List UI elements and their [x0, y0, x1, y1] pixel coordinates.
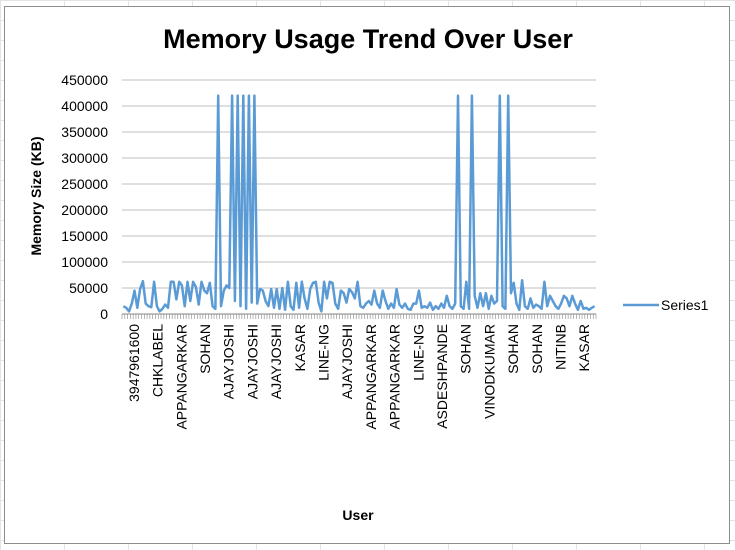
x-tick-label: NITINB	[552, 324, 568, 370]
x-tick-label: AJAYJOSHI	[244, 324, 260, 399]
x-tick-label: KASAR	[292, 324, 308, 371]
x-tick-label: ASDESHPANDE	[434, 324, 450, 429]
x-tick-label: AJAYJOSHI	[339, 324, 355, 399]
y-tick-label: 450000	[61, 72, 108, 88]
gridlines	[122, 79, 596, 315]
x-tick-label: APPANGARKAR	[363, 324, 379, 430]
chart-area[interactable]	[4, 6, 730, 544]
legend: Series1	[623, 297, 709, 313]
y-tick-label: 0	[100, 306, 108, 322]
x-tick-label: SOHAN	[197, 324, 213, 374]
chart-title: Memory Usage Trend Over User	[163, 24, 573, 54]
y-tick-label: 400000	[61, 98, 108, 114]
x-tick-label: APPANGARKAR	[387, 324, 403, 430]
y-tick-label: 100000	[61, 254, 108, 270]
x-tick-label: LINE-NG	[315, 324, 331, 381]
y-tick-label: 150000	[61, 228, 108, 244]
y-tick-label: 50000	[69, 280, 108, 296]
series-line-series1	[122, 94, 596, 313]
y-tick-label: 300000	[61, 150, 108, 166]
x-tick-label: 3947961600	[126, 324, 142, 402]
x-tick-label: SOHAN	[458, 324, 474, 374]
x-tick-label: AJAYJOSHI	[221, 324, 237, 399]
x-tick-label: AJAYJOSHI	[268, 324, 284, 399]
x-tick-label: SOHAN	[529, 324, 545, 374]
y-tick-label: 200000	[61, 202, 108, 218]
y-axis-tick-labels: 0 50000 100000 150000 200000 250000 300000 3500…	[61, 72, 108, 322]
y-axis-title: Memory Size (KB)	[28, 136, 44, 255]
x-tick-label: APPANGARKAR	[173, 324, 189, 430]
x-axis-tick-labels: 3947961600 CHKLABEL APPANGARKAR SOHAN AJAYJO…	[126, 324, 592, 430]
x-axis	[121, 314, 597, 319]
x-tick-label: CHKLABEL	[150, 324, 166, 397]
x-tick-label: SOHAN	[505, 324, 521, 374]
y-tick-label: 250000	[61, 176, 108, 192]
legend-label-series1: Series1	[661, 297, 709, 313]
x-tick-label: VINODKUMAR	[481, 324, 497, 419]
x-axis-title: User	[342, 507, 374, 523]
y-tick-label: 350000	[61, 124, 108, 140]
x-tick-label: KASAR	[576, 324, 592, 371]
x-tick-label: LINE-NG	[410, 324, 426, 381]
